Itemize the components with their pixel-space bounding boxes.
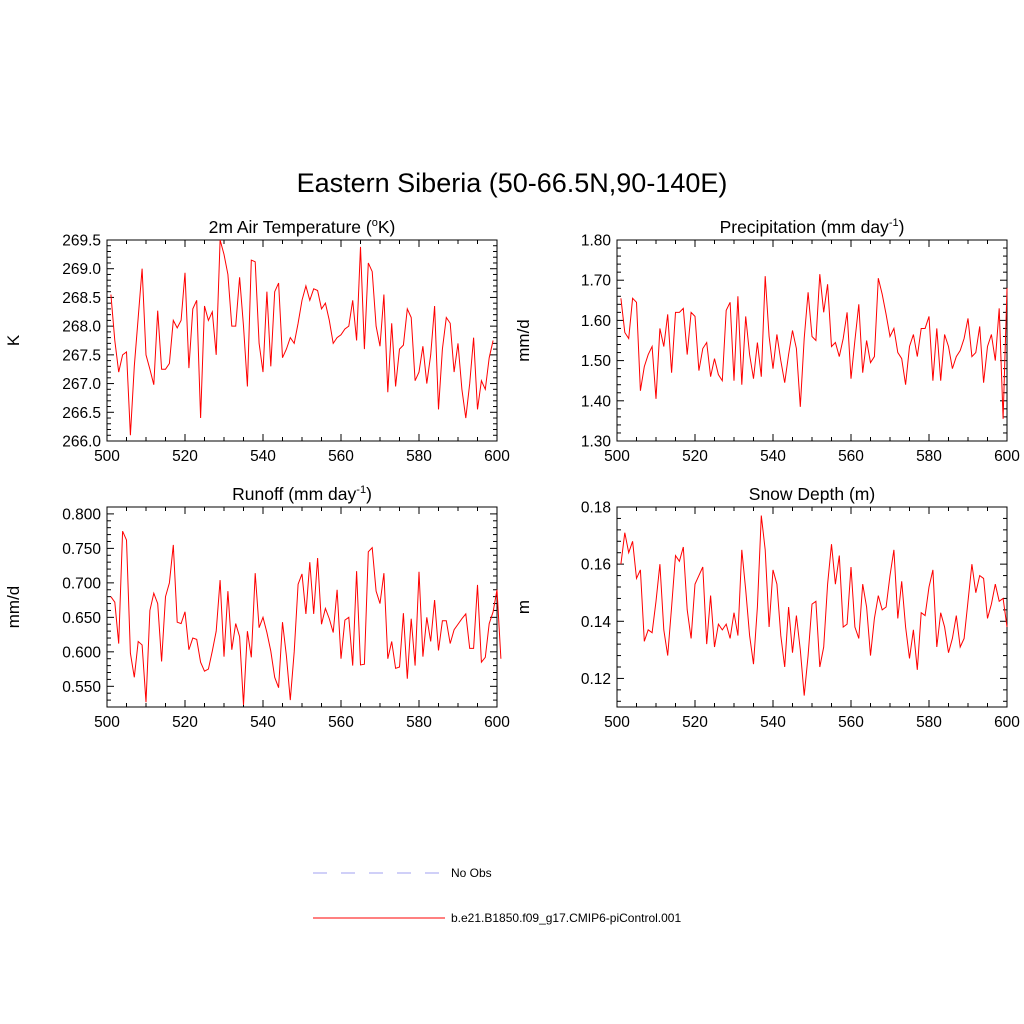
- panel-title-sup: o: [372, 217, 378, 229]
- series-line-runoff: [110, 530, 502, 705]
- series-line-air-temperature: [110, 239, 494, 436]
- x-tick-label: 540: [250, 714, 276, 731]
- panel-title-main: 2m Air Temperature (: [209, 217, 372, 237]
- x-tick-label: 580: [406, 448, 432, 465]
- legend: No Obs b.e21.B1850.f09_g17.CMIP6-piContr…: [313, 866, 681, 925]
- panel-title-rest: K): [378, 217, 396, 237]
- plot-frame: [106, 239, 498, 442]
- y-tick-label: 266.0: [62, 434, 101, 451]
- plot-frame: [616, 239, 1008, 442]
- x-tick-label: 600: [484, 714, 510, 731]
- x-tick-label: 500: [604, 448, 630, 465]
- y-tick-label: 267.5: [62, 347, 101, 364]
- main-title: Eastern Siberia (50-66.5N,90-140E): [297, 168, 728, 198]
- x-tick-label: 580: [916, 448, 942, 465]
- y-tick-label: 0.600: [62, 644, 101, 661]
- x-tick-label: 540: [760, 448, 786, 465]
- plot-frame: [106, 506, 498, 708]
- y-tick-label: 0.650: [62, 610, 101, 627]
- panel-title-rest: ): [366, 484, 372, 504]
- x-tick-label: 500: [94, 714, 120, 731]
- y-tick-label: 0.16: [581, 557, 611, 574]
- panel-air-temperature: 2m Air Temperature (oK) K 500 520 540 560 580 6…: [4, 217, 510, 465]
- panel-title: Snow Depth (m): [749, 484, 875, 504]
- y-tick-label: 269.5: [62, 233, 101, 250]
- x-tick-label: 500: [94, 448, 120, 465]
- y-axis-label: mm/d: [4, 586, 23, 629]
- x-tick-label: 580: [406, 714, 432, 731]
- y-axis-label: K: [4, 334, 23, 346]
- y-tick-label: 267.0: [62, 376, 101, 393]
- y-tick-label: 0.800: [62, 506, 101, 523]
- y-axis-label: mm/d: [514, 319, 533, 362]
- series-line-snow-depth: [620, 515, 1008, 696]
- y-tick-label: 0.750: [62, 541, 101, 558]
- legend-obs-label: No Obs: [451, 866, 492, 880]
- panel-title: Precipitation (mm day-1): [720, 217, 905, 237]
- panel-runoff: Runoff (mm day-1) mm/d 500 520 540 560 580 600 0…: [4, 484, 510, 731]
- y-tick-label: 0.550: [62, 679, 101, 696]
- panel-precipitation: Precipitation (mm day-1) mm/d 500 520 540 560…: [514, 217, 1020, 465]
- x-tick-label: 600: [994, 714, 1020, 731]
- y-tick-label: 266.5: [62, 405, 101, 422]
- y-tick-label: 1.50: [581, 353, 612, 370]
- y-tick-label: 269.0: [62, 261, 101, 278]
- y-tick-label: 0.18: [581, 500, 611, 517]
- x-tick-label: 520: [172, 448, 198, 465]
- y-tick-label: 1.60: [581, 313, 612, 330]
- x-tick-label: 520: [682, 714, 708, 731]
- panel-title-main: Runoff (mm day: [232, 484, 356, 504]
- x-tick-label: 540: [760, 714, 786, 731]
- y-tick-label: 0.700: [62, 575, 101, 592]
- panel-title-sup: -1: [889, 217, 899, 229]
- y-axis-label: m: [514, 600, 533, 614]
- y-tick-label: 268.0: [62, 319, 101, 336]
- x-tick-label: 560: [838, 448, 864, 465]
- y-tick-label: 1.40: [581, 393, 612, 410]
- x-tick-label: 580: [916, 714, 942, 731]
- panel-title: Runoff (mm day-1): [232, 484, 372, 504]
- panel-snow-depth: Snow Depth (m) m 500 520 540 560 580 600 0.12 0.1…: [514, 484, 1020, 731]
- y-tick-label: 268.5: [62, 290, 101, 307]
- x-tick-label: 600: [484, 448, 510, 465]
- panel-title-main: Precipitation (mm day: [720, 217, 889, 237]
- panel-title-main: Snow Depth (m): [749, 484, 875, 504]
- panel-title-sup: -1: [356, 484, 366, 496]
- x-tick-label: 500: [604, 714, 630, 731]
- x-tick-label: 560: [328, 714, 354, 731]
- x-tick-label: 560: [838, 714, 864, 731]
- y-tick-label: 0.12: [581, 671, 611, 688]
- x-tick-label: 520: [172, 714, 198, 731]
- series-line-precipitation: [620, 274, 1008, 419]
- panel-title: 2m Air Temperature (oK): [209, 217, 396, 237]
- y-tick-label: 0.14: [581, 614, 612, 631]
- x-tick-label: 560: [328, 448, 354, 465]
- y-tick-label: 1.70: [581, 273, 612, 290]
- y-tick-label: 1.80: [581, 233, 612, 250]
- x-tick-label: 540: [250, 448, 276, 465]
- legend-model-label: b.e21.B1850.f09_g17.CMIP6-piControl.001: [451, 911, 681, 925]
- panel-title-rest: ): [899, 217, 905, 237]
- x-tick-label: 600: [994, 448, 1020, 465]
- x-tick-label: 520: [682, 448, 708, 465]
- y-tick-label: 1.30: [581, 434, 612, 451]
